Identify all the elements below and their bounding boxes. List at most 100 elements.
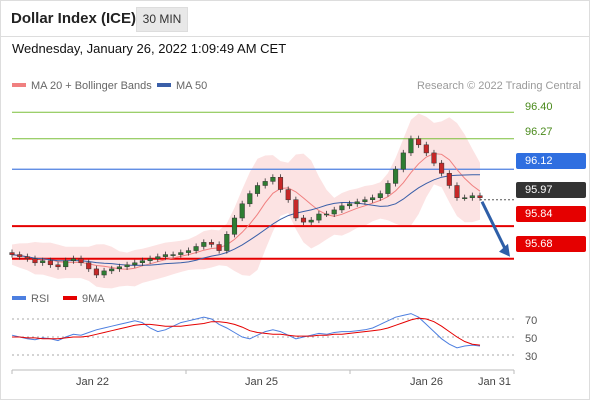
candle-body bbox=[17, 254, 23, 257]
candle-body bbox=[423, 144, 429, 154]
bollinger-band bbox=[12, 113, 480, 289]
x-label-jan26: Jan 26 bbox=[410, 376, 444, 388]
level-label-pivot: 96.12 bbox=[516, 153, 586, 169]
candle-body bbox=[385, 183, 391, 194]
candle-body bbox=[201, 242, 207, 247]
ma20-label: MA 20 + Bollinger Bands bbox=[31, 80, 152, 92]
timestamp: Wednesday, January 26, 2022 1:09:49 AM C… bbox=[12, 41, 287, 56]
legend-rsi-ma: 9MA bbox=[63, 293, 105, 305]
candle-body bbox=[446, 173, 452, 186]
level-label-s1: 95.84 bbox=[516, 206, 586, 222]
forecast-arrow-shaft bbox=[480, 201, 508, 252]
candle-body bbox=[277, 177, 284, 190]
candle-body bbox=[300, 217, 307, 223]
candle-body bbox=[178, 252, 184, 255]
candle-body bbox=[354, 201, 360, 205]
candle-body bbox=[116, 266, 122, 270]
candle-body bbox=[9, 252, 15, 255]
legend-ma20: MA 20 + Bollinger Bands bbox=[12, 80, 152, 92]
level-label-r1: 96.27 bbox=[525, 126, 553, 138]
ma20-swatch bbox=[12, 83, 26, 88]
candle-body bbox=[454, 185, 460, 198]
candle-body bbox=[393, 168, 399, 184]
candle-body bbox=[70, 258, 76, 261]
candle-body bbox=[339, 205, 345, 211]
rsi-tick-50: 50 bbox=[525, 333, 538, 345]
candle-body bbox=[469, 195, 475, 198]
rsi-ma-line bbox=[12, 317, 481, 346]
level-label-s2: 95.68 bbox=[516, 236, 586, 252]
candle-body bbox=[285, 189, 291, 201]
candle-body bbox=[377, 193, 383, 198]
candle-body bbox=[86, 262, 92, 270]
candle-body bbox=[400, 152, 406, 170]
rsi-ma-label: 9MA bbox=[82, 293, 105, 305]
x-label-jan31: Jan 31 bbox=[478, 376, 512, 388]
rsi-line bbox=[11, 313, 481, 349]
candle-body bbox=[162, 254, 168, 257]
candle-body bbox=[408, 138, 414, 154]
candle-body bbox=[55, 264, 61, 268]
rsi-swatch bbox=[12, 296, 26, 301]
candle-body bbox=[254, 185, 261, 194]
candle-body bbox=[247, 193, 253, 205]
candle-body bbox=[431, 152, 437, 164]
candle-body bbox=[316, 213, 322, 221]
candle-body bbox=[24, 256, 30, 259]
candle-body bbox=[155, 256, 161, 259]
candle-body bbox=[324, 213, 330, 216]
watermark: Research © 2022 Trading Central bbox=[416, 80, 581, 92]
candle-body bbox=[477, 195, 483, 198]
candle-body bbox=[78, 258, 84, 264]
candle-body bbox=[262, 181, 268, 186]
candle-body bbox=[101, 270, 107, 276]
candle-body bbox=[439, 162, 445, 174]
legend-ma50: MA 50 bbox=[157, 80, 207, 92]
candle-body bbox=[109, 268, 115, 272]
candle-body bbox=[147, 258, 153, 261]
candle-body bbox=[193, 246, 199, 251]
x-label-jan25: Jan 25 bbox=[245, 376, 279, 388]
candle-body bbox=[185, 250, 192, 253]
timeframe-badge[interactable]: 30 MIN bbox=[136, 7, 188, 32]
x-label-jan22: Jan 22 bbox=[76, 376, 110, 388]
level-label-r2: 96.40 bbox=[525, 101, 553, 113]
candle-body bbox=[170, 254, 176, 256]
legend-rsi: RSI bbox=[12, 293, 49, 305]
candle-body bbox=[293, 199, 299, 219]
candle-body bbox=[40, 260, 46, 263]
candle-body bbox=[208, 242, 215, 245]
rsi-label: RSI bbox=[31, 293, 50, 305]
candle-body bbox=[224, 234, 230, 251]
ma50-swatch bbox=[157, 83, 171, 88]
candle-body bbox=[139, 260, 145, 263]
candle-body bbox=[370, 197, 376, 200]
rsi-tick-70: 70 bbox=[525, 315, 538, 327]
level-label-last: 95.97 bbox=[516, 182, 586, 198]
candle-body bbox=[416, 138, 422, 146]
candle-body bbox=[308, 219, 314, 223]
candle-body bbox=[216, 244, 222, 251]
candle-body bbox=[239, 203, 245, 219]
candle-body bbox=[347, 203, 353, 207]
forecast-arrow-head bbox=[499, 243, 510, 257]
candle-body bbox=[132, 262, 138, 266]
candle-body bbox=[462, 197, 468, 199]
candle-body bbox=[93, 268, 99, 276]
candle-body bbox=[231, 217, 238, 235]
rsi-ma-swatch bbox=[63, 296, 77, 301]
candle-body bbox=[32, 258, 38, 264]
candle-body bbox=[362, 199, 368, 202]
candle-body bbox=[331, 209, 337, 215]
candle-body bbox=[63, 260, 69, 268]
rsi-tick-30: 30 bbox=[525, 351, 538, 363]
ma50-line bbox=[11, 174, 480, 266]
header-bar: Dollar Index (ICE) 30 MIN bbox=[0, 0, 590, 37]
candle-body bbox=[47, 260, 53, 266]
candle-body bbox=[270, 177, 276, 182]
candle-body bbox=[124, 264, 130, 268]
instrument-title: Dollar Index (ICE) bbox=[11, 10, 137, 27]
ma50-label: MA 50 bbox=[176, 80, 208, 92]
